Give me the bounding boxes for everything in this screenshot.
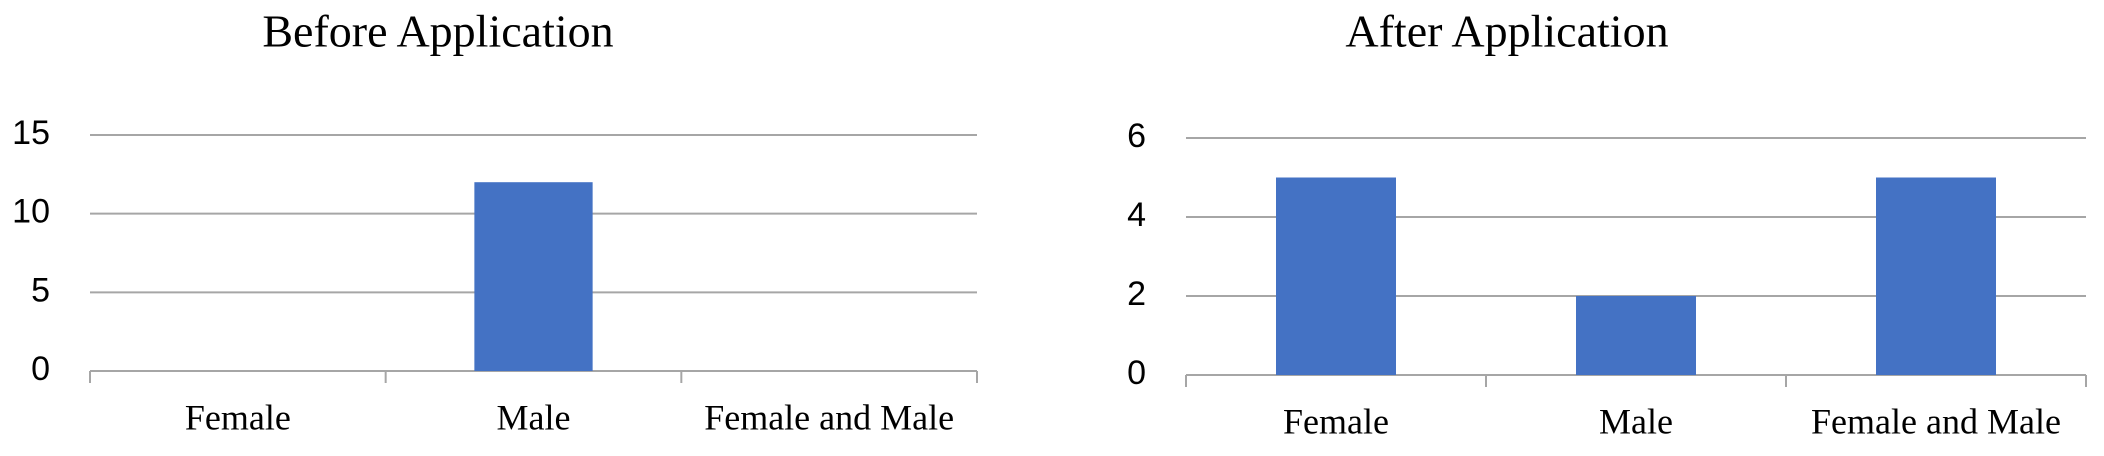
chart-title: After Application <box>1345 6 1668 57</box>
y-tick-label: 4 <box>1127 196 1146 234</box>
y-tick-label: 0 <box>31 350 50 388</box>
x-tick-label: Female and Male <box>1811 401 2061 441</box>
y-tick-label: 15 <box>12 114 50 152</box>
chart-title: Before Application <box>262 6 613 57</box>
x-tick-label: Female <box>185 397 291 437</box>
bar <box>474 182 593 371</box>
bar <box>1276 177 1396 375</box>
bar <box>1876 177 1996 375</box>
y-tick-label: 5 <box>31 271 50 309</box>
y-tick-label: 10 <box>12 193 50 231</box>
y-tick-label: 6 <box>1127 117 1146 155</box>
y-tick-label: 0 <box>1127 354 1146 392</box>
x-tick-label: Female and Male <box>704 397 954 437</box>
y-tick-label: 2 <box>1127 275 1146 313</box>
x-tick-label: Male <box>1599 401 1673 441</box>
x-tick-label: Male <box>497 397 571 437</box>
x-tick-label: Female <box>1283 401 1389 441</box>
bar <box>1576 296 1696 375</box>
